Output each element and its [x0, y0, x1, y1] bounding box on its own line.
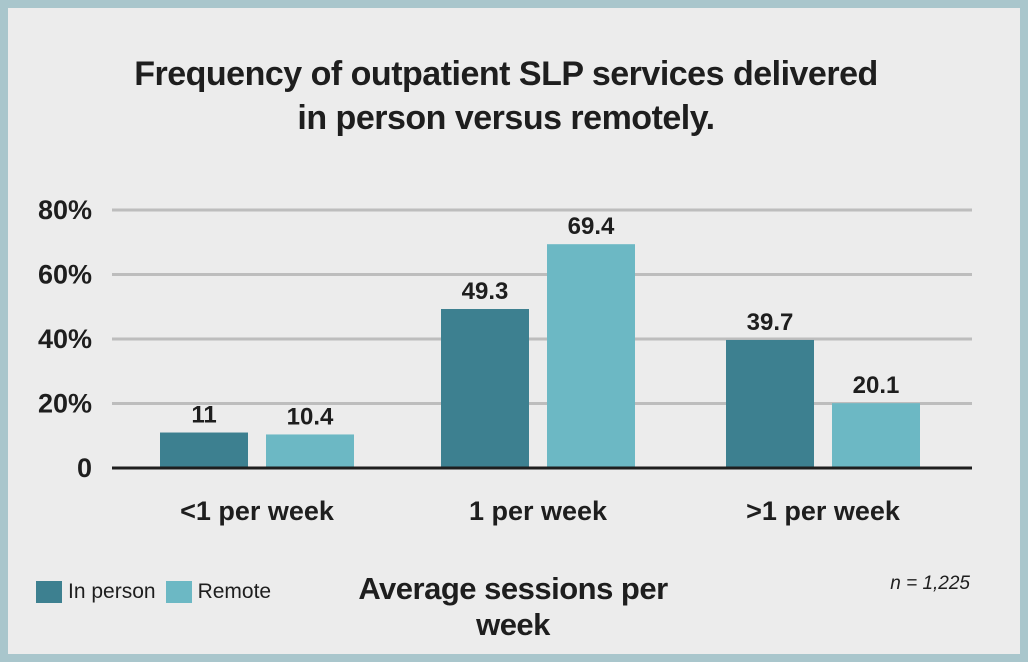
x-tick-label: >1 per week — [746, 496, 901, 526]
bar-in-person — [160, 432, 248, 468]
y-tick-label: 20% — [38, 389, 92, 419]
bar-remote — [832, 403, 920, 468]
legend-item-in-person: In person — [36, 580, 156, 604]
legend-swatch-remote — [165, 581, 192, 603]
chart-title-line-1: Frequency of outpatient SLP services del… — [134, 55, 878, 93]
y-tick-label: 0 — [77, 453, 92, 483]
bar-remote — [266, 434, 354, 468]
legend: In person Remote — [36, 578, 271, 606]
bar-in-person — [441, 309, 529, 468]
x-axis-label: Average sessions per week — [358, 571, 668, 642]
data-label: 49.3 — [462, 278, 509, 305]
legend-item-remote: Remote — [165, 580, 272, 604]
y-tick-label: 40% — [38, 324, 92, 354]
legend-label-in-person: In person — [68, 580, 156, 603]
chart-title: Frequency of outpatient SLP services del… — [0, 52, 1012, 140]
y-tick-label: 80% — [38, 195, 92, 225]
data-label: 39.7 — [747, 309, 794, 336]
data-label: 10.4 — [287, 403, 334, 430]
x-tick-label: 1 per week — [469, 496, 608, 526]
chart-title-line-2: in person versus remotely. — [297, 99, 715, 137]
legend-label-remote: Remote — [197, 580, 272, 603]
legend-swatch-in-person — [36, 581, 62, 603]
sample-size-note: n = 1,225 — [890, 573, 970, 594]
data-label: 69.4 — [568, 213, 615, 240]
bar-in-person — [726, 339, 814, 468]
bar-remote — [547, 244, 635, 468]
data-label: 20.1 — [853, 372, 900, 399]
x-tick-label: <1 per week — [180, 496, 335, 526]
data-label: 11 — [191, 402, 216, 429]
y-tick-label: 60% — [38, 260, 92, 290]
